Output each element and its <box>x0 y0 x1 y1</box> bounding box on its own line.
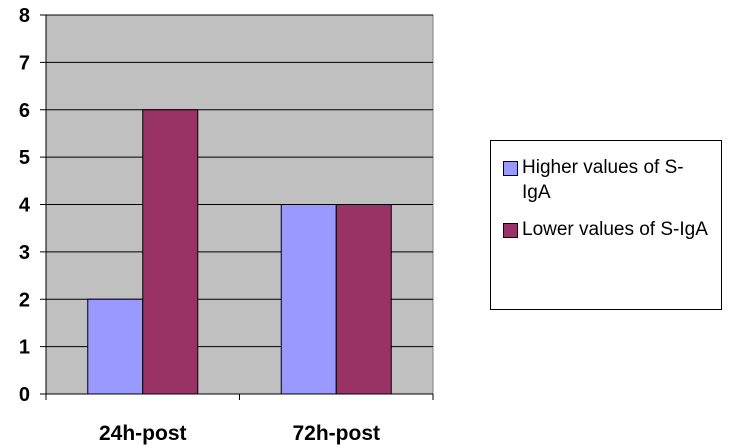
y-tick-label: 8 <box>19 5 30 27</box>
axes <box>40 14 434 400</box>
legend-swatch-higher <box>503 161 518 176</box>
x-category-label: 72h-post <box>292 422 380 445</box>
y-axis-tick-labels: 0 1 2 3 4 5 6 7 8 <box>19 5 31 406</box>
y-tick-label: 6 <box>19 100 30 122</box>
y-tick-label: 0 <box>19 384 30 406</box>
y-tick-label: 7 <box>19 52 30 74</box>
legend-item-lower: Lower values of S-IgA <box>503 217 713 242</box>
bar-72h-post-series-1 <box>335 204 392 395</box>
bars <box>87 109 392 395</box>
legend-label-lower: Lower values of S-IgA <box>522 219 708 240</box>
y-tick-label: 3 <box>19 242 30 264</box>
bar-24h-post-series-0 <box>87 298 144 395</box>
y-tick-label: 1 <box>19 337 30 359</box>
bar-24h-post-series-1 <box>142 109 199 395</box>
x-category-label: 24h-post <box>99 422 187 445</box>
bar-72h-post-series-0 <box>280 204 337 395</box>
y-tick-label: 2 <box>19 289 30 311</box>
legend-swatch-lower <box>503 223 518 238</box>
y-tick-label: 4 <box>19 195 31 217</box>
legend: Higher values of S-IgA Lower values of S… <box>490 140 722 310</box>
legend-item-higher: Higher values of S-IgA <box>503 155 713 205</box>
x-axis-category-labels: 24h-post 72h-post <box>99 422 380 445</box>
legend-label-higher: Higher values of S-IgA <box>522 157 684 203</box>
y-tick-label: 5 <box>19 147 30 169</box>
